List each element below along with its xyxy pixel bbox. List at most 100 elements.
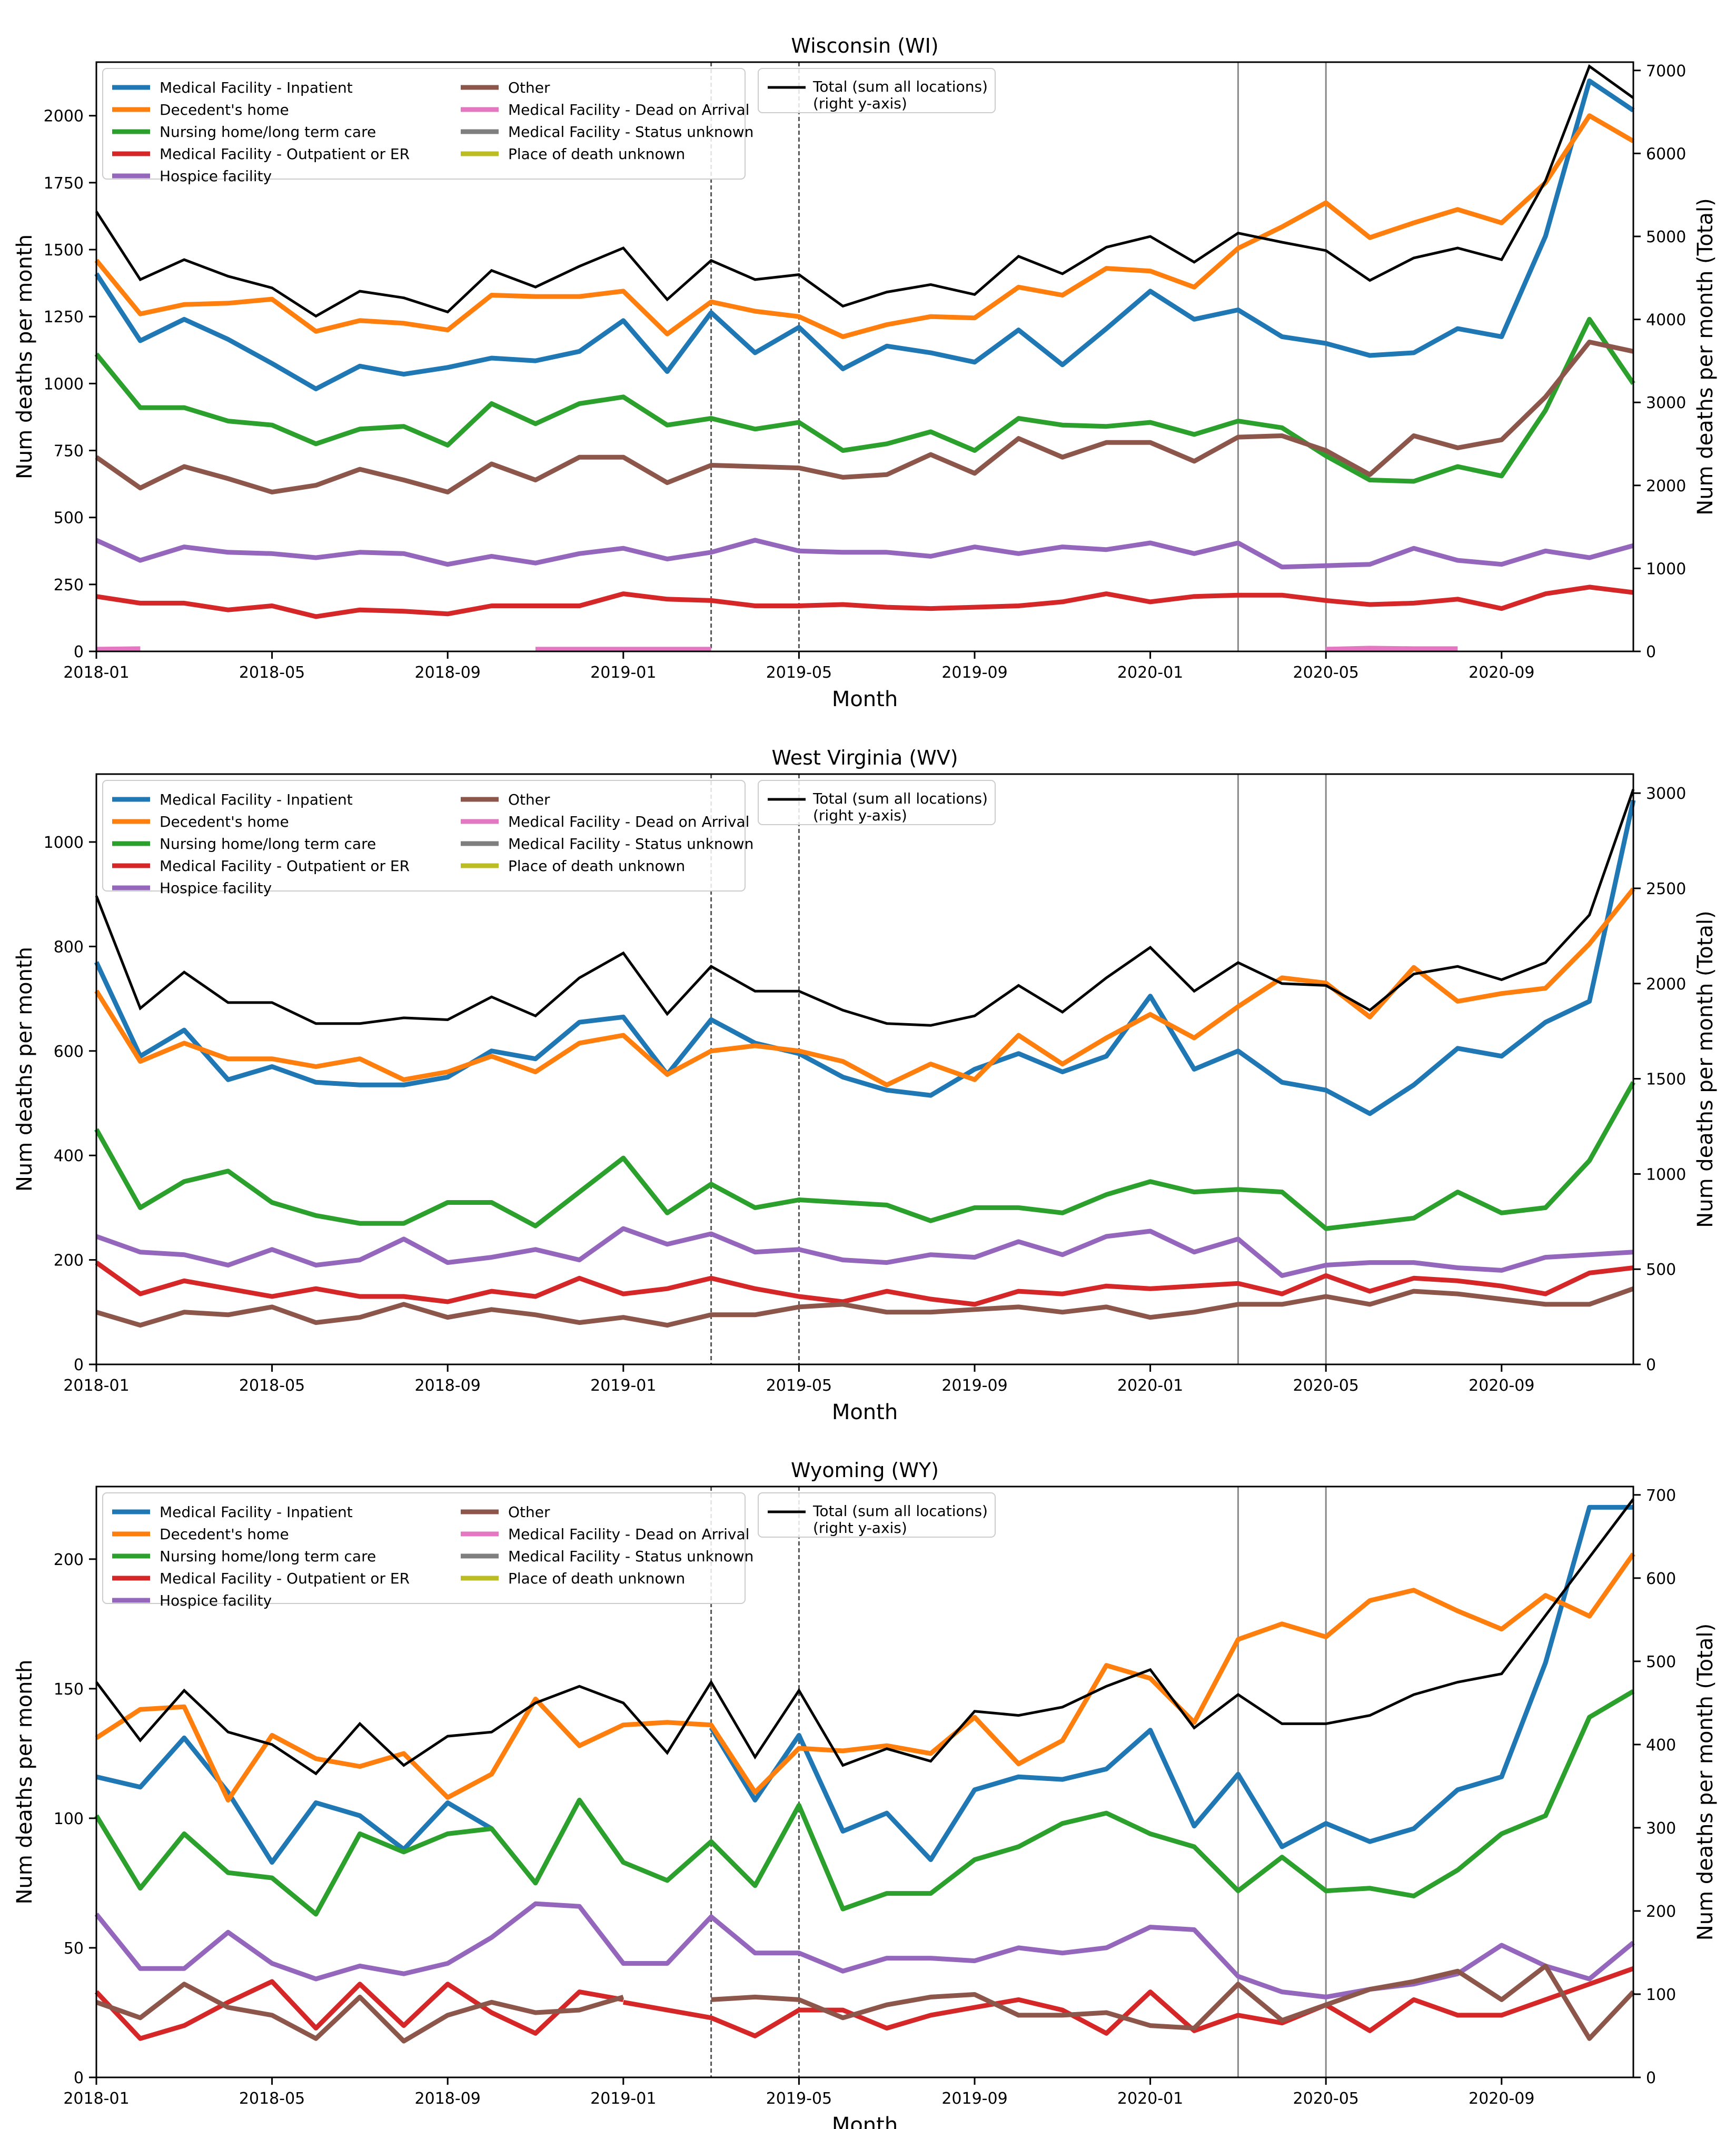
y-tick-label: 1500 <box>44 241 84 260</box>
legend-entry: Nursing home/long term care <box>160 835 376 853</box>
y-tick-label: 200 <box>54 1551 84 1569</box>
chart-title: West Virginia (WV) <box>771 746 958 769</box>
y-tick-label: 250 <box>54 576 84 595</box>
legend-entry: Hospice facility <box>160 167 272 185</box>
legend-entry: Medical Facility - Dead on Arrival <box>508 101 749 118</box>
series-line-medical-facility-outpatient-or-er <box>95 1260 1634 1307</box>
x-tick-label: 2018-01 <box>63 2090 129 2108</box>
y-tick-label: 200 <box>54 1252 84 1270</box>
x-tick-label: 2019-01 <box>590 1377 656 1395</box>
y-tick-label: 50 <box>64 1939 84 1958</box>
legend-entry: Medical Facility - Outpatient or ER <box>160 1570 410 1587</box>
x-tick-label: 2020-09 <box>1469 1377 1534 1395</box>
x-tick-label: 2020-01 <box>1117 664 1183 682</box>
y-tick-label: 1250 <box>44 308 84 326</box>
total-series-line <box>95 1498 1634 1776</box>
legend-entry: Medical Facility - Dead on Arrival <box>508 813 749 830</box>
y2-axis-label: Num deaths per month (Total) <box>1693 910 1718 1227</box>
legend-entry: Medical Facility - Status unknown <box>508 123 753 141</box>
chart-title: Wyoming (WY) <box>791 1459 939 1482</box>
y-tick-label: 400 <box>54 1147 84 1165</box>
legend: Medical Facility - Inpatient Decedent's h… <box>102 1492 996 1609</box>
legend-entry: Place of death unknown <box>508 1570 685 1587</box>
y-tick-label: 1750 <box>44 174 84 193</box>
x-tick-label: 2020-05 <box>1293 664 1359 682</box>
y-tick-label: 0 <box>74 643 84 661</box>
y-tick-label: 0 <box>74 1356 84 1374</box>
legend-box <box>102 68 746 180</box>
y2-tick-label: 700 <box>1646 1487 1676 1505</box>
series-line-nursing-home-long-term-care <box>94 316 1635 484</box>
series-line-nursing-home-long-term-care <box>94 1689 1635 1917</box>
series-line-hospice-facility <box>95 538 1634 570</box>
y2-tick-label: 4000 <box>1646 311 1686 330</box>
series-line-other <box>95 1286 1634 1328</box>
series-line-medical-facility-outpatient-or-er <box>96 585 1634 619</box>
x-tick-label: 2019-09 <box>941 664 1007 682</box>
x-tick-label: 2020-09 <box>1469 664 1534 682</box>
legend-box <box>102 1492 746 1604</box>
y2-tick-label: 500 <box>1646 1261 1676 1279</box>
y-tick-label: 800 <box>54 938 84 956</box>
x-tick-label: 2019-01 <box>590 664 656 682</box>
legend-entry: Other <box>508 1503 550 1521</box>
plot-frame <box>95 1486 1634 2078</box>
series-line-other <box>95 1963 1635 2044</box>
y-axis-label: Num deaths per month <box>13 1659 37 1904</box>
y-tick-label: 1000 <box>44 834 84 852</box>
y2-tick-label: 300 <box>1646 1819 1676 1838</box>
series-line-medical-facility-outpatient-or-er <box>94 1979 624 2041</box>
series-line-decedent-s-home <box>94 113 1635 339</box>
x-axis-label: Month <box>832 2113 898 2129</box>
total-series-line <box>95 789 1635 1027</box>
legend-entry-total: Total (sum all locations) <box>812 1502 988 1520</box>
x-tick-label: 2019-09 <box>941 2090 1007 2108</box>
y-axis-label: Num deaths per month <box>13 947 37 1192</box>
x-tick-label: 2018-01 <box>63 1377 129 1395</box>
legend-entry: Medical Facility - Outpatient or ER <box>160 145 410 163</box>
legend-entry: Medical Facility - Inpatient <box>160 79 353 96</box>
legend-entry: Other <box>508 79 550 96</box>
series-line-medical-facility-outpatient-or-er-cont <box>623 1966 1634 2038</box>
y-tick-label: 1000 <box>44 375 84 393</box>
x-tick-label: 2020-05 <box>1293 1377 1359 1395</box>
series-line-decedent-s-home <box>95 1552 1635 1803</box>
y2-tick-label: 2500 <box>1646 880 1686 898</box>
legend-entry-total-note: (right y-axis) <box>813 1519 907 1537</box>
chart-panel-1: Wisconsin (WI) 2018-01 2018-05 2018-09 2019-… <box>13 34 1718 711</box>
series-line-medical-facility-inpatient <box>95 1504 1633 1865</box>
y2-tick-label: 600 <box>1646 1570 1676 1588</box>
y2-tick-label: 0 <box>1646 2069 1656 2087</box>
x-tick-label: 2019-05 <box>766 664 832 682</box>
y2-tick-label: 5000 <box>1646 228 1686 246</box>
x-tick-label: 2020-01 <box>1117 1377 1183 1395</box>
legend-entry: Other <box>508 791 550 808</box>
plot-frame <box>95 61 1634 652</box>
chart-title: Wisconsin (WI) <box>791 34 938 57</box>
legend-entry: Decedent's home <box>160 813 289 830</box>
legend-entry: Decedent's home <box>160 101 289 118</box>
x-tick-label: 2020-05 <box>1293 2090 1359 2108</box>
y-tick-label: 0 <box>74 2069 84 2087</box>
series-line-medical-facility-dead-on-arrival <box>96 646 1458 652</box>
y2-tick-label: 6000 <box>1646 145 1686 163</box>
y-tick-label: 500 <box>54 509 84 528</box>
series-line-medical-facility-inpatient <box>94 78 1635 391</box>
legend-entry: Medical Facility - Dead on Arrival <box>508 1526 749 1543</box>
legend: Medical Facility - Inpatient Decedent's h… <box>102 68 996 185</box>
y2-tick-label: 2000 <box>1646 975 1686 994</box>
y2-tick-label: 3000 <box>1646 394 1686 412</box>
y2-tick-label: 100 <box>1646 1986 1676 2004</box>
x-tick-label: 2018-01 <box>63 664 129 682</box>
y2-tick-label: 400 <box>1646 1736 1676 1755</box>
x-tick-label: 2020-09 <box>1469 2090 1534 2108</box>
x-axis-label: Month <box>832 687 898 711</box>
legend-entry: Place of death unknown <box>508 145 685 163</box>
y2-tick-label: 2000 <box>1646 477 1686 496</box>
legend-entry: Medical Facility - Outpatient or ER <box>160 857 410 875</box>
legend-entry: Medical Facility - Status unknown <box>508 1548 753 1565</box>
y2-tick-label: 7000 <box>1646 62 1686 81</box>
legend-entry: Decedent's home <box>160 1526 289 1543</box>
x-tick-label: 2019-01 <box>590 2090 656 2108</box>
legend-total-box <box>758 1492 996 1538</box>
